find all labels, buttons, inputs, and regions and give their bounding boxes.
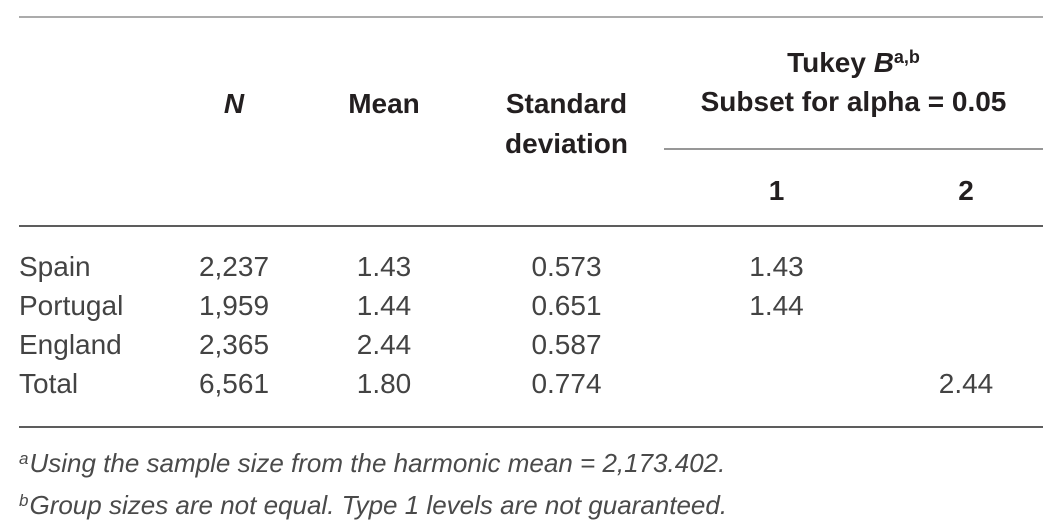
cell-s1: 1.43: [749, 251, 804, 282]
col-header-n: N: [169, 17, 299, 227]
cell-label: England: [19, 329, 122, 360]
tukey-title: Tukey Ba,b: [664, 40, 1043, 80]
cell-label: Total: [19, 364, 169, 428]
tukey-superscript: a,b: [893, 47, 920, 67]
sd-line2: deviation: [505, 128, 628, 159]
footnote-b: bGroup sizes are not equal. Type 1 level…: [19, 482, 1043, 524]
cell-sd: 0.587: [531, 329, 602, 360]
footnote-b-marker: b: [19, 491, 29, 510]
cell-n: 6,561: [169, 364, 299, 428]
cell-mean: 2.44: [356, 329, 412, 360]
cell-label: Spain: [19, 251, 91, 282]
cell-s2: [889, 286, 1043, 325]
footnote-b-text: Group sizes are not equal. Type 1 levels…: [29, 490, 728, 520]
cell-n: 2,365: [198, 329, 270, 360]
cell-sd: 0.774: [469, 364, 664, 428]
cell-s2: [889, 325, 1043, 364]
cell-s1: [664, 325, 889, 364]
table-row: England 2,365 2.44 0.587: [19, 325, 1043, 364]
col-header-mean: Mean: [299, 17, 469, 227]
sd-line1: Standard: [505, 88, 628, 119]
tukey-group-header: Tukey Ba,b Subset for alpha = 0.05: [664, 17, 1043, 150]
table-row: Portugal 1,959 1.44 0.651 1.44: [19, 286, 1043, 325]
table-row: Spain 2,237 1.43 0.573 1.43: [19, 226, 1043, 286]
cell-n: 1,959: [198, 290, 270, 321]
cell-sd: 0.651: [531, 290, 602, 321]
col-header-standard-deviation: Standard deviation: [469, 17, 664, 227]
subset-alpha-label: Subset for alpha = 0.05: [700, 86, 1007, 117]
cell-s1: 1.44: [749, 290, 804, 321]
footnote-a: aUsing the sample size from the harmonic…: [19, 440, 1043, 482]
table-row: Total 6,561 1.80 0.774 2.44: [19, 364, 1043, 428]
cell-s2: [889, 226, 1043, 286]
tukey-prefix: Tukey: [787, 47, 874, 78]
table-header: N Mean Standard deviation Tukey Ba,b Sub…: [19, 17, 1043, 227]
cell-sd: 0.573: [531, 251, 602, 282]
cell-mean: 1.44: [356, 290, 412, 321]
footnote-a-marker: a: [19, 449, 29, 468]
cell-label: Portugal: [19, 290, 124, 321]
table-body: Spain 2,237 1.43 0.573 1.43 Portugal 1,959 1.44…: [19, 226, 1043, 428]
corner-cell: [19, 17, 169, 227]
cell-s2: 2.44: [889, 364, 1043, 428]
footnote-a-text: Using the sample size from the harmonic …: [29, 448, 726, 478]
cell-mean: 1.43: [356, 251, 412, 282]
tukey-descriptives-table: N Mean Standard deviation Tukey Ba,b Sub…: [19, 16, 1043, 428]
subset-col-2-header: 2: [889, 149, 1043, 227]
cell-mean: 1.80: [299, 364, 469, 428]
cell-s1: [664, 364, 889, 428]
cell-n: 2,237: [198, 251, 270, 282]
tukey-b: B: [873, 47, 894, 78]
footnotes: aUsing the sample size from the harmonic…: [19, 440, 1043, 524]
subset-col-1-header: 1: [664, 149, 889, 227]
